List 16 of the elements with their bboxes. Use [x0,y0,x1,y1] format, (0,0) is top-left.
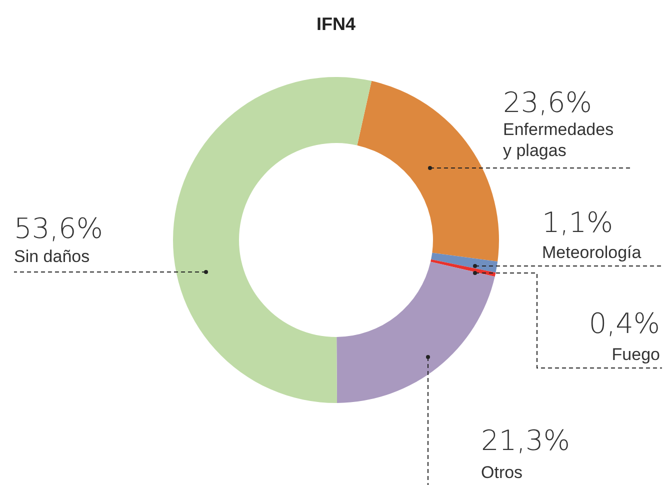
data-label: 0,4% [588,307,660,340]
slice-label: Sin daños [14,247,90,266]
donut-slice [430,259,496,277]
data-label: 1,1% [542,206,614,239]
data-label: 53,6% [14,212,103,245]
slice-label: Fuego [612,345,660,364]
slice-label: Enfermedades y plagas [503,120,614,160]
data-label: 21,3% [481,424,570,457]
data-label: 23,6% [503,86,592,119]
chart-title: IFN4 [316,14,356,34]
slice-label: Meteorología [542,243,642,262]
slice-label: Otros [481,463,523,482]
donut-slice [336,262,495,403]
donut-slice [357,80,499,262]
donut-slice [173,77,372,403]
donut-slice [431,252,498,273]
